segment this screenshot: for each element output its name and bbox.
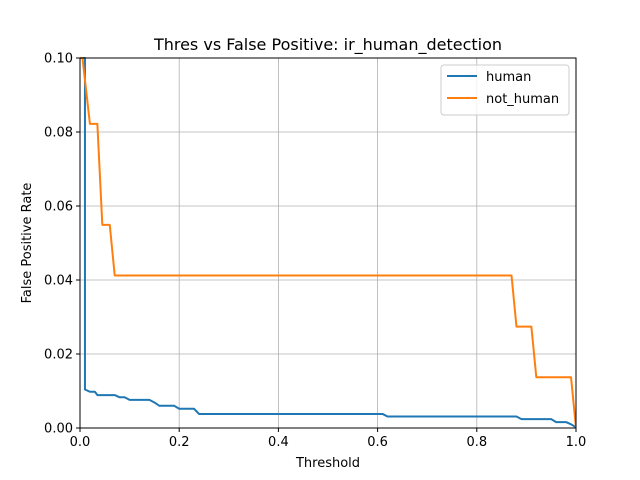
y-tick-label: 0.10 — [44, 52, 73, 67]
plot-series — [80, 57, 576, 429]
x-tick-label: 0.4 — [268, 435, 289, 450]
legend: human not_human — [440, 64, 570, 116]
y-axis-ticks: 0.00 0.02 0.04 0.06 0.08 0.10 — [44, 52, 80, 437]
y-tick-label: 0.08 — [44, 126, 73, 141]
x-axis-label: Threshold — [295, 456, 360, 471]
x-axis-ticks: 0.0 0.2 0.4 0.6 0.8 1.0 — [70, 428, 587, 450]
x-tick-label: 0.2 — [169, 435, 190, 450]
legend-label-not-human: not_human — [486, 92, 559, 107]
series-line-human — [80, 57, 576, 429]
y-tick-label: 0.06 — [44, 200, 73, 215]
y-axis-label: False Positive Rate — [20, 183, 35, 304]
y-tick-label: 0.00 — [44, 422, 73, 437]
chart-title: Thres vs False Positive: ir_human_detect… — [153, 35, 502, 55]
plot-frame — [79, 57, 577, 429]
x-tick-label: 0.0 — [70, 435, 91, 450]
legend-label-human: human — [486, 70, 531, 85]
legend-box — [440, 64, 570, 116]
x-tick-label: 1.0 — [566, 435, 587, 450]
series-line-not-human — [80, 57, 576, 429]
x-tick-label: 0.6 — [367, 435, 388, 450]
y-tick-label: 0.02 — [44, 348, 73, 363]
x-tick-label: 0.8 — [466, 435, 487, 450]
y-tick-label: 0.04 — [44, 274, 73, 289]
grid — [79, 57, 577, 429]
